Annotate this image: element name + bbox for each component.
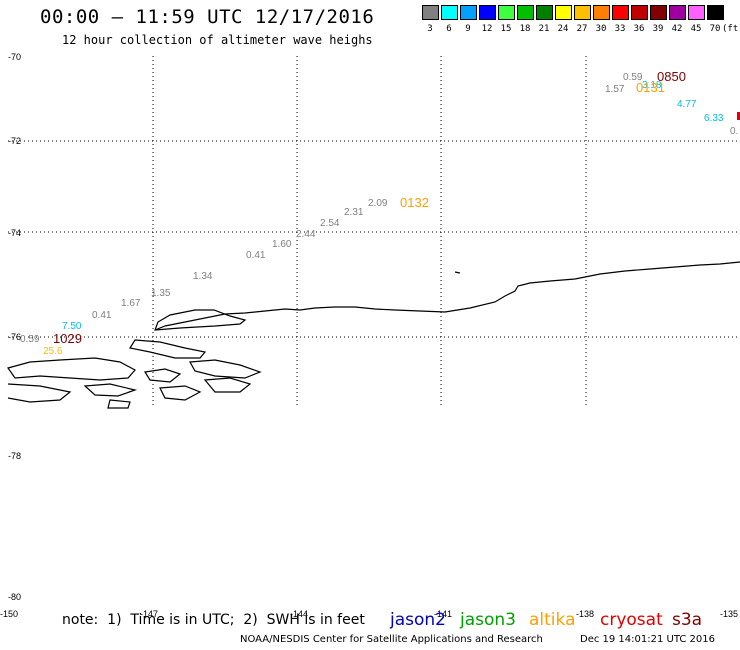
coastline-main (154, 261, 740, 331)
map-subtitle: 12 hour collection of altimeter wave hei… (62, 33, 373, 47)
legend-label: 9 (465, 24, 471, 34)
legend-unit: (ft) (722, 24, 740, 34)
island (454, 271, 461, 274)
satellite-label-cryosat: cryosat (600, 610, 663, 630)
satellite-label-altika: altika (529, 610, 576, 630)
time-label: 0131 (636, 80, 665, 95)
island (83, 383, 138, 397)
lon-label: -135 (720, 609, 738, 619)
lat-label: -74 (8, 228, 21, 238)
island (189, 359, 262, 379)
legend-label: 36 (633, 24, 645, 34)
lon-label: -147 (140, 609, 158, 619)
coastline-shelf (154, 309, 247, 331)
legend-swatch (707, 5, 724, 20)
satellite-label-s3a: s3a (672, 610, 703, 630)
legend-label: 6 (446, 24, 452, 34)
swh-value: 0.59 (20, 334, 40, 345)
legend-swatch (593, 5, 610, 20)
time-label: 0850 (657, 69, 686, 84)
lon-label: -144 (290, 609, 308, 619)
island (107, 399, 131, 409)
swh-value: 4.77 (677, 99, 697, 110)
observation-marker (737, 112, 740, 120)
swh-value: 0.41 (92, 310, 112, 321)
legend-label: 3 (427, 24, 433, 34)
legend-label: 27 (576, 24, 588, 34)
footer-note: note: 1) Time is in UTC; 2) SWH is in fe… (62, 612, 365, 628)
lat-label: -70 (8, 52, 21, 62)
legend-label: 21 (538, 24, 550, 34)
legend-swatch (517, 5, 534, 20)
legend-swatch (460, 5, 477, 20)
satellite-label-jason2: jason2 (390, 610, 446, 630)
swh-value: 1.67 (121, 298, 141, 309)
lat-label: -80 (8, 592, 21, 602)
island (129, 339, 207, 359)
legend-label: 33 (614, 24, 626, 34)
legend-swatch (574, 5, 591, 20)
time-label: 1029 (53, 331, 82, 346)
legend-swatch (441, 5, 458, 20)
island (144, 368, 182, 383)
swh-value: 1.57 (605, 84, 625, 95)
swh-value: 2.44 (296, 229, 316, 240)
legend-label: 18 (519, 24, 531, 34)
coastline (7, 261, 740, 409)
legend-swatch (631, 5, 648, 20)
legend-label: 39 (652, 24, 664, 34)
legend-label: 24 (557, 24, 569, 34)
swh-value: 1.60 (272, 239, 292, 250)
legend-label: 45 (690, 24, 702, 34)
swh-value: 0.59 (623, 72, 643, 83)
legend-swatch (422, 5, 439, 20)
legend-swatch (612, 5, 629, 20)
lat-label: -78 (8, 451, 21, 461)
lon-label: -150 (0, 609, 18, 619)
map-title: 00:00 – 11:59 UTC 12/17/2016 (40, 6, 375, 28)
legend-swatch (650, 5, 667, 20)
swh-value: 1.34 (193, 271, 213, 282)
legend-swatch (498, 5, 515, 20)
lon-label: -138 (576, 609, 594, 619)
graticule (8, 56, 740, 408)
time-label: 0132 (400, 195, 429, 210)
legend-label: 30 (595, 24, 607, 34)
legend-label: 15 (500, 24, 512, 34)
swh-value: 0.41 (246, 250, 266, 261)
swh-value: 2.54 (320, 218, 340, 229)
legend-swatch (688, 5, 705, 20)
legend-label: 70 (709, 24, 721, 34)
lon-label: -141 (434, 609, 452, 619)
satellite-label-jason3: jason3 (460, 610, 516, 630)
island (7, 357, 136, 381)
legend-swatch (669, 5, 686, 20)
swh-value: 2.09 (368, 198, 388, 209)
legend-swatch (555, 5, 572, 20)
legend-swatch (536, 5, 553, 20)
legend-label: 42 (671, 24, 683, 34)
swh-value: 6.33 (704, 113, 724, 124)
credit-line: NOAA/NESDIS Center for Satellite Applica… (240, 634, 543, 645)
swh-value: 7.50 (62, 321, 82, 332)
legend-swatch (479, 5, 496, 20)
swh-value: 25.6 (43, 346, 63, 357)
island (159, 385, 202, 401)
lat-label: -76 (8, 332, 21, 342)
lat-label: -72 (8, 136, 21, 146)
swh-value: 2.31 (344, 207, 364, 218)
generated-timestamp: Dec 19 14:01:21 UTC 2016 (580, 634, 715, 645)
legend-label: 12 (481, 24, 493, 34)
swh-value: 0. (730, 126, 738, 137)
swh-value: 3.18 (642, 80, 662, 91)
swh-value: 1.35 (151, 288, 171, 299)
island (203, 377, 252, 393)
island (7, 383, 72, 403)
